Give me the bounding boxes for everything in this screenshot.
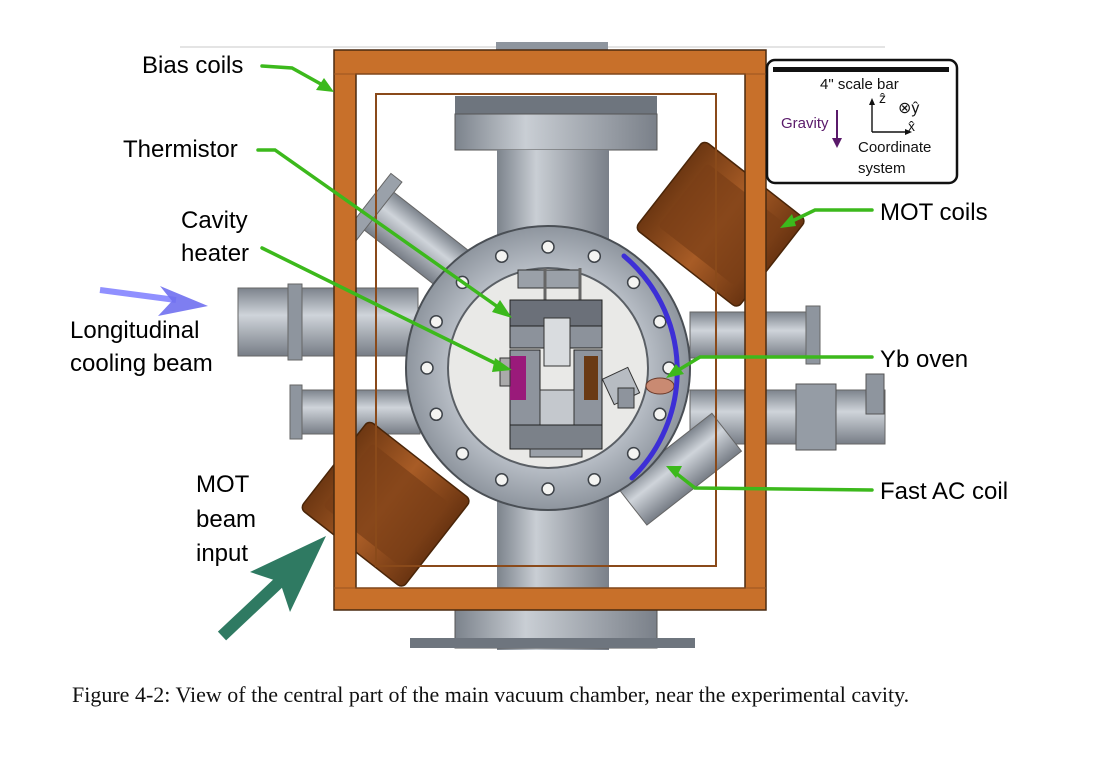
flange-bolts: [420, 240, 676, 496]
arrow-yb-oven: [670, 355, 874, 376]
bolt-hole: [626, 446, 641, 461]
bolt-hole: [455, 446, 470, 461]
arrow-fast-ac-coil: [670, 468, 874, 492]
bolt-hole: [541, 240, 555, 254]
label-cavity-heater-2: heater: [181, 240, 250, 267]
legend-coord-1: Coordinate: [858, 139, 932, 156]
leader-arrowheads: [316, 78, 796, 478]
bolt-hole: [587, 473, 602, 487]
bolt-hole: [626, 275, 641, 290]
bolt-hole: [587, 249, 602, 263]
bolt-hole: [541, 482, 555, 496]
cavity-heater-pad: [510, 356, 526, 400]
label-mot-beam-3: input: [196, 540, 249, 567]
figure-caption: Figure 4-2: View of the central part of …: [72, 682, 910, 707]
legend-coord-2: system: [858, 160, 906, 177]
label-longitudinal-2: cooling beam: [70, 350, 213, 377]
longitudinal-beam-arrow: [99, 286, 208, 316]
label-yb-oven: Yb oven: [880, 346, 969, 373]
bolt-hole: [494, 473, 509, 487]
central-flange: [405, 225, 691, 511]
label-cavity-heater-1: Cavity: [181, 207, 248, 234]
bias-coil-frame: [333, 49, 767, 611]
bolt-hole: [429, 407, 443, 422]
legend-x-axis: x̂: [908, 118, 915, 134]
arrow-thermistor: [256, 148, 507, 314]
vacuum-chamber-diagram: Bias coils Thermistor Cavity heater Long…: [70, 42, 1009, 650]
bolt-hole: [420, 361, 434, 375]
label-mot-beam-1: MOT: [196, 471, 250, 498]
arrow-bias-coils: [260, 64, 330, 90]
legend-box: [765, 58, 959, 185]
legend-z-axis: ẑ: [879, 90, 886, 106]
leader-arrows: [256, 64, 874, 492]
arrow-mot-coils: [784, 208, 874, 226]
fast-ac-coil: [621, 253, 680, 481]
bolt-hole: [429, 314, 443, 329]
yb-oven: [601, 366, 675, 409]
label-mot-coils: MOT coils: [880, 199, 988, 226]
label-bias-coils: Bias coils: [142, 52, 244, 79]
arrow-cavity-heater: [260, 246, 507, 370]
cavity-assembly: [499, 268, 603, 458]
label-fast-ac-coil: Fast AC coil: [880, 478, 1009, 505]
legend-gravity-label: Gravity: [781, 115, 829, 132]
bolt-hole: [653, 407, 667, 422]
scale-bar: [773, 67, 949, 72]
diagram-svg: [99, 42, 959, 650]
label-mot-beam-2: beam: [196, 506, 257, 533]
legend-scale-bar-label: 4" scale bar: [820, 76, 899, 93]
legend-y-axis: ⊗ŷ: [898, 100, 920, 117]
mot-beam-arrow: [217, 536, 326, 641]
bolt-hole: [494, 249, 509, 263]
label-thermistor: Thermistor: [123, 136, 238, 163]
bolt-hole: [653, 314, 667, 329]
label-longitudinal-1: Longitudinal: [70, 317, 200, 344]
